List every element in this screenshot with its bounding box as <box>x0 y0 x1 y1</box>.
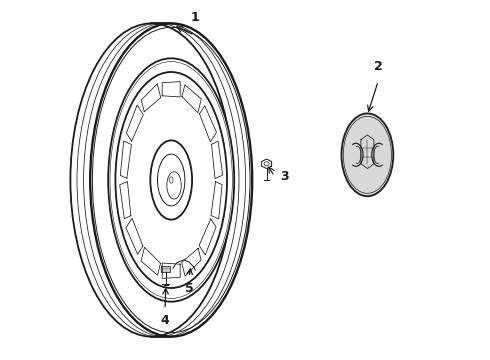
Ellipse shape <box>108 58 234 302</box>
Text: 1: 1 <box>190 11 199 24</box>
Text: 2: 2 <box>374 60 383 73</box>
Ellipse shape <box>116 72 227 288</box>
Text: 3: 3 <box>280 170 289 183</box>
Ellipse shape <box>342 113 393 196</box>
Ellipse shape <box>150 140 192 220</box>
Text: 4: 4 <box>161 314 170 327</box>
Ellipse shape <box>157 154 185 206</box>
Ellipse shape <box>170 177 173 183</box>
Text: 5: 5 <box>185 282 194 294</box>
Ellipse shape <box>167 172 181 199</box>
